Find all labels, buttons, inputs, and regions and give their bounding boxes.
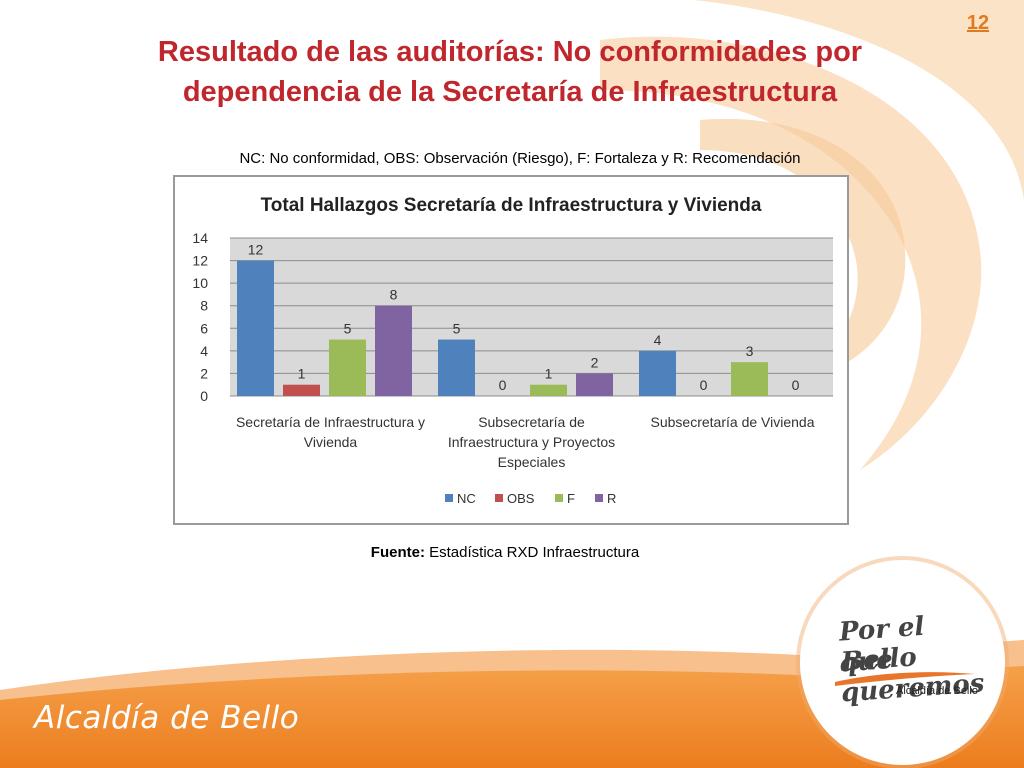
chart-title: Total Hallazgos Secretaría de Infraestru…	[261, 195, 762, 216]
y-tick-label: 0	[200, 388, 208, 404]
data-label: 4	[654, 332, 662, 348]
x-tick-label: Vivienda	[304, 434, 358, 450]
x-tick-label: Especiales	[498, 454, 566, 470]
data-label: 0	[792, 377, 800, 393]
y-tick-label: 6	[200, 320, 208, 336]
legend-swatch	[595, 494, 603, 502]
source-text: Estadística RXD Infraestructura	[424, 544, 640, 561]
page-title: Resultado de las auditorías: No conformi…	[120, 32, 900, 112]
logo-subtitle: Alcaldía de Bello	[896, 685, 978, 697]
x-tick-label: Infraestructura y Proyectos	[448, 434, 615, 450]
data-label: 12	[248, 242, 264, 258]
source-label: Fuente:	[370, 544, 425, 561]
data-label: 1	[298, 366, 306, 382]
legend-swatch	[495, 494, 503, 502]
legend-swatch	[555, 494, 563, 502]
data-label: 0	[499, 377, 507, 393]
bar-f	[530, 384, 567, 396]
bar-f	[731, 362, 768, 396]
x-tick-label: Subsecretaría de Vivienda	[651, 414, 815, 430]
bar-f	[329, 339, 366, 396]
page-title-line-2: dependencia de la Secretaría de Infraest…	[182, 76, 838, 108]
bar-nc	[639, 350, 676, 396]
logo-badge	[800, 560, 1005, 765]
legend-label: F	[567, 491, 575, 506]
legend-label: R	[607, 491, 616, 506]
page-title-line-1: Resultado de las auditorías: No conformi…	[157, 36, 863, 68]
data-label: 5	[344, 321, 352, 337]
y-tick-label: 8	[200, 298, 208, 314]
legend-label: OBS	[507, 491, 535, 506]
bar-chart: Total Hallazgos Secretaría de Infraestru…	[192, 195, 833, 506]
bar-nc	[237, 260, 274, 396]
y-tick-label: 2	[200, 365, 208, 381]
data-label: 5	[453, 321, 461, 337]
bar-nc	[438, 339, 475, 396]
y-tick-label: 10	[192, 275, 208, 291]
chart-container: Total Hallazgos Secretaría de Infraestru…	[173, 175, 849, 525]
logo-swoosh-icon	[835, 672, 975, 686]
data-label: 0	[700, 377, 708, 393]
bar-obs	[283, 384, 320, 396]
page-number: 12	[966, 12, 990, 34]
bar-r	[576, 373, 613, 396]
legend-label: NC	[457, 491, 476, 506]
bar-r	[375, 305, 412, 396]
data-label: 8	[390, 287, 398, 303]
source-note: Fuente: Estadística RXD Infraestructura	[250, 544, 760, 561]
abbreviation-note: NC: No conformidad, OBS: Observación (Ri…	[239, 150, 801, 167]
x-tick-label: Subsecretaría de	[478, 414, 585, 430]
legend-swatch	[445, 494, 453, 502]
x-tick-label: Secretaría de Infraestructura y	[236, 414, 425, 430]
data-label: 3	[746, 343, 754, 359]
data-label: 2	[591, 354, 599, 370]
y-tick-label: 12	[192, 253, 208, 269]
y-tick-label: 14	[192, 230, 208, 246]
data-label: 1	[545, 366, 553, 382]
footer-brand: Alcaldía de Bello	[34, 700, 300, 736]
y-tick-label: 4	[200, 343, 208, 359]
